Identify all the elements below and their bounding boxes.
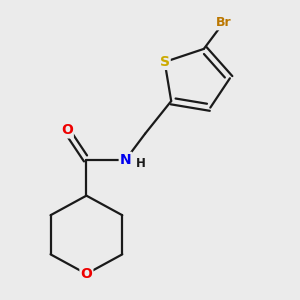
Text: N: N xyxy=(120,153,131,167)
Text: H: H xyxy=(136,157,146,170)
Text: O: O xyxy=(80,267,92,281)
Text: Br: Br xyxy=(216,16,231,29)
Text: S: S xyxy=(160,55,170,69)
Text: O: O xyxy=(61,123,73,137)
